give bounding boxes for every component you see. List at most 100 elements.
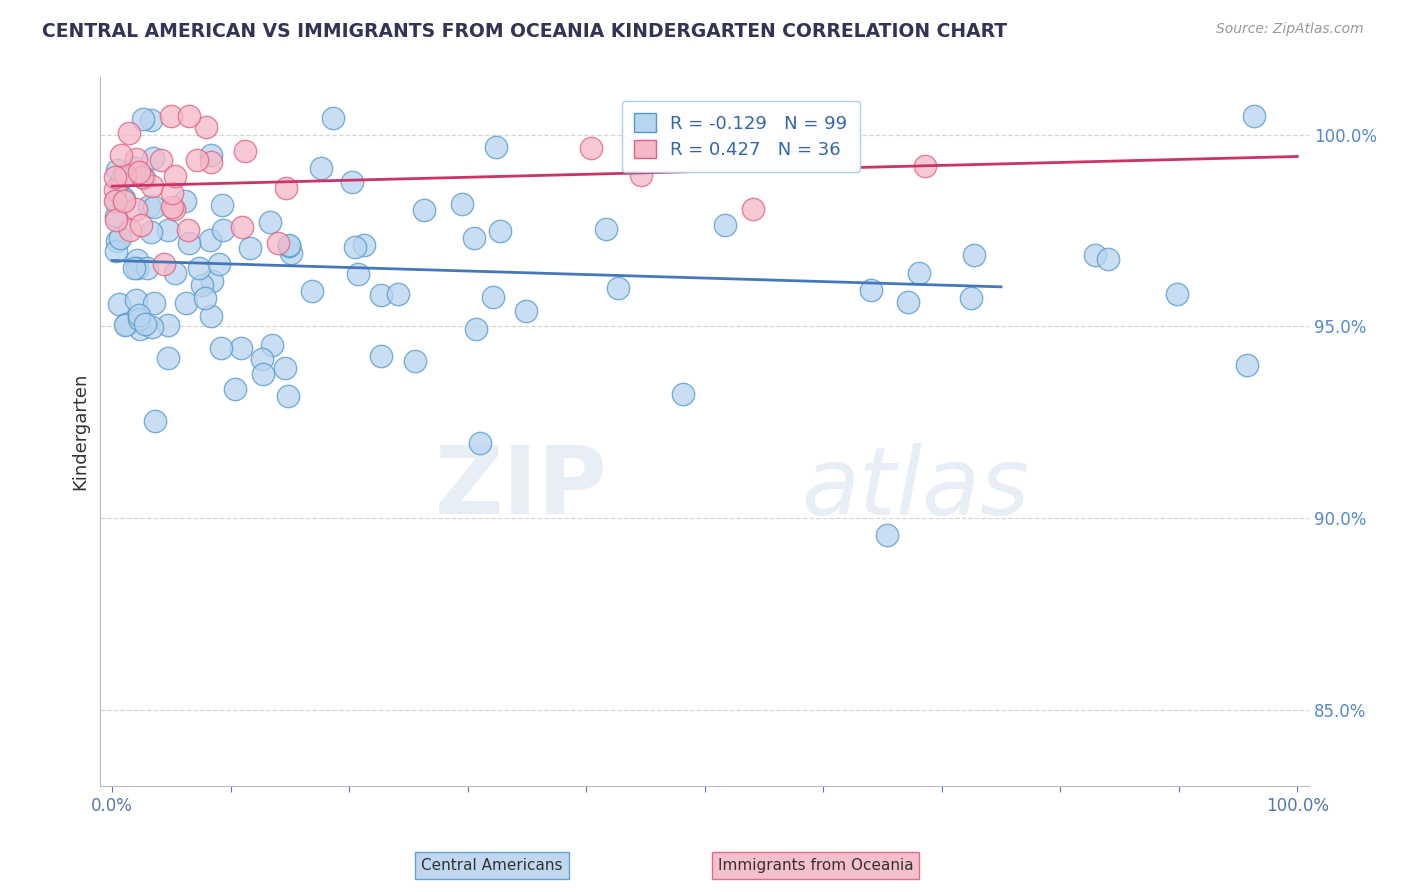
Point xyxy=(278,239,301,253)
Point xyxy=(468,436,491,450)
Point xyxy=(157,222,180,236)
Point xyxy=(103,183,125,197)
Point xyxy=(224,382,246,396)
Point xyxy=(267,236,290,251)
Point xyxy=(259,215,281,229)
Point xyxy=(163,169,186,184)
Point xyxy=(725,136,748,150)
Point xyxy=(110,231,132,245)
Point xyxy=(141,225,163,239)
Point xyxy=(200,148,222,162)
Point xyxy=(120,223,142,237)
Point xyxy=(963,248,986,262)
Point xyxy=(1236,358,1258,372)
Point xyxy=(124,161,146,175)
Point xyxy=(125,261,148,276)
Point xyxy=(153,257,176,271)
Point xyxy=(681,125,703,139)
Point xyxy=(1084,248,1107,262)
Point xyxy=(370,350,392,364)
Point xyxy=(630,169,652,183)
Point xyxy=(104,244,127,258)
Point xyxy=(713,218,735,232)
Point xyxy=(859,283,882,297)
Point xyxy=(179,236,201,251)
Point xyxy=(142,295,165,310)
Point xyxy=(404,353,426,368)
Point xyxy=(201,274,224,288)
Point xyxy=(606,281,628,295)
Point xyxy=(229,341,252,355)
Text: Immigrants from Oceania: Immigrants from Oceania xyxy=(717,858,914,872)
Point xyxy=(1166,287,1188,301)
Text: atlas: atlas xyxy=(801,443,1029,534)
Text: Source: ZipAtlas.com: Source: ZipAtlas.com xyxy=(1216,22,1364,37)
Point xyxy=(278,238,301,252)
Point xyxy=(595,222,617,236)
Point xyxy=(125,153,148,167)
Point xyxy=(160,109,183,123)
Point xyxy=(897,294,920,309)
Point xyxy=(122,261,145,276)
Point xyxy=(274,361,297,376)
Point xyxy=(162,186,184,201)
Point xyxy=(163,202,186,216)
Legend: R = -0.129   N = 99, R = 0.427   N = 36: R = -0.129 N = 99, R = 0.427 N = 36 xyxy=(621,101,860,172)
Point xyxy=(488,224,510,238)
Point xyxy=(129,218,152,232)
Point xyxy=(131,170,153,185)
Point xyxy=(138,199,160,213)
Point xyxy=(347,268,370,282)
Point xyxy=(343,240,366,254)
Point xyxy=(353,238,375,252)
Point xyxy=(262,337,284,351)
Point xyxy=(114,168,136,182)
Point xyxy=(311,161,333,175)
Point xyxy=(105,209,128,223)
Point xyxy=(301,284,323,298)
Point xyxy=(280,245,302,260)
Point xyxy=(135,260,157,275)
Point xyxy=(115,318,138,332)
Point xyxy=(111,191,134,205)
Point xyxy=(485,139,508,153)
Point xyxy=(128,165,150,179)
Point xyxy=(157,351,180,365)
Point xyxy=(579,141,602,155)
Point xyxy=(150,153,173,168)
Point xyxy=(1097,252,1119,266)
Point xyxy=(103,170,125,185)
Point xyxy=(250,351,273,366)
Point xyxy=(112,192,135,206)
Point xyxy=(274,180,297,194)
Y-axis label: Kindergarten: Kindergarten xyxy=(72,373,89,491)
Text: CENTRAL AMERICAN VS IMMIGRANTS FROM OCEANIA KINDERGARTEN CORRELATION CHART: CENTRAL AMERICAN VS IMMIGRANTS FROM OCEA… xyxy=(42,22,1007,41)
Point xyxy=(200,310,222,324)
Point xyxy=(143,201,166,215)
Point xyxy=(672,387,695,401)
Point xyxy=(104,213,127,227)
Point xyxy=(127,252,149,267)
Point xyxy=(125,202,148,217)
Point xyxy=(143,414,166,428)
Point xyxy=(340,175,363,189)
Point xyxy=(322,112,344,126)
Point xyxy=(190,278,212,293)
Point xyxy=(177,109,200,123)
Point xyxy=(209,341,232,355)
Point xyxy=(165,266,187,280)
Point xyxy=(211,198,233,212)
Point xyxy=(134,170,156,185)
Point xyxy=(233,144,256,158)
Point xyxy=(141,319,163,334)
Point xyxy=(463,231,485,245)
Text: ZIP: ZIP xyxy=(434,442,607,534)
Point xyxy=(132,112,155,127)
Point xyxy=(105,234,128,248)
Point xyxy=(198,233,221,247)
Point xyxy=(195,120,218,134)
Point xyxy=(188,260,211,275)
Point xyxy=(141,113,163,128)
Point xyxy=(107,297,129,311)
Point xyxy=(194,291,217,305)
